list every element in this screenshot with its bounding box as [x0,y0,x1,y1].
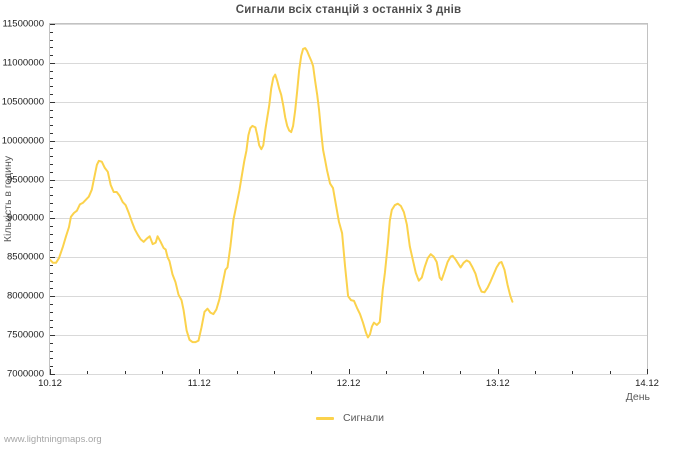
minor-tick-y [50,343,53,344]
minor-tick-y [50,71,53,72]
minor-tick-y [50,211,53,212]
major-tick-x [50,369,51,374]
y-tick-label-8500000: 8500000 [7,251,44,263]
y-axis-title: Кількість в годину [2,155,14,243]
minor-tick-y [50,78,53,79]
minor-tick-y [50,327,53,328]
minor-tick-y [50,250,53,251]
minor-tick-y [50,94,53,95]
minor-tick-y [50,265,53,266]
minor-tick-y [50,172,53,173]
y-tick-label-8000000: 8000000 [7,290,44,302]
gridline-y-7000000 [50,374,647,375]
minor-tick-x [87,371,88,374]
y-tick-label-10500000: 10500000 [1,96,44,108]
minor-tick-y [50,40,53,41]
major-tick-x [199,369,200,374]
minor-tick-y [50,281,53,282]
minor-tick-y [50,312,53,313]
minor-tick-y [50,234,53,235]
watermark-link[interactable]: www.lightningmaps.org [4,434,102,445]
major-tick-y [50,102,55,103]
minor-tick-y [50,273,53,274]
minor-tick-y [50,358,53,359]
major-tick-y [50,180,55,181]
minor-tick-y [50,55,53,56]
y-tick-label-11500000: 11500000 [2,18,44,30]
major-tick-y [50,296,55,297]
minor-tick-x [535,371,536,374]
minor-tick-y [50,47,53,48]
minor-tick-y [50,187,53,188]
minor-tick-x [610,371,611,374]
legend-label: Сигнали [343,412,384,424]
minor-tick-y [50,156,53,157]
minor-tick-y [50,366,53,367]
y-tick-label-11000000: 11000000 [2,57,44,69]
minor-tick-y [50,117,53,118]
y-tick-label-7000000: 7000000 [7,368,44,380]
y-tick-label-10000000: 10000000 [1,135,44,147]
major-tick-y [50,63,55,64]
minor-tick-y [50,125,53,126]
minor-tick-y [50,148,53,149]
major-tick-x [647,369,648,374]
minor-tick-x [162,371,163,374]
signals-polyline [50,47,514,344]
x-tick-label-14.12: 14.12 [635,378,659,389]
gridline-y-11000000 [50,63,647,64]
gridline-y-10000000 [50,141,647,142]
minor-tick-y [50,288,53,289]
minor-tick-x [125,371,126,374]
major-tick-y [50,335,55,336]
minor-tick-y [50,226,53,227]
major-tick-y [50,24,55,25]
minor-tick-y [50,86,53,87]
minor-tick-x [237,371,238,374]
x-axis-title: День [625,391,650,403]
minor-tick-y [50,32,53,33]
chart-title: Сигнали всіх станцій з останніх 3 днів [235,4,462,16]
minor-tick-y [50,203,53,204]
minor-tick-y [50,242,53,243]
minor-tick-x [460,371,461,374]
minor-tick-x [386,371,387,374]
gridline-y-9000000 [50,218,647,219]
gridline-y-8500000 [50,257,647,258]
y-tick-label-9500000: 9500000 [7,174,44,186]
major-tick-y [50,257,55,258]
y-tick-label-7500000: 7500000 [7,329,44,341]
major-tick-x [498,369,499,374]
legend-line-swatch [316,416,335,420]
minor-tick-y [50,195,53,196]
x-tick-label-10.12: 10.12 [38,378,62,389]
x-tick-label-11.12: 11.12 [187,378,211,389]
minor-tick-x [311,371,312,374]
minor-tick-x [423,371,424,374]
minor-tick-y [50,164,53,165]
gridline-y-7500000 [50,335,647,336]
minor-tick-y [50,110,53,111]
minor-tick-y [50,320,53,321]
major-tick-x [349,369,350,374]
y-tick-label-9000000: 9000000 [7,212,44,224]
gridline-y-11500000 [50,24,647,25]
major-tick-y [50,141,55,142]
major-tick-y [50,374,55,375]
x-tick-label-12.12: 12.12 [336,378,361,389]
minor-tick-x [274,371,275,374]
signals-line-series [50,47,514,344]
minor-tick-y [50,133,53,134]
minor-tick-y [50,351,53,352]
minor-tick-x [572,371,573,374]
legend: Сигнали [0,410,700,426]
plot-area [49,23,648,375]
major-tick-y [50,218,55,219]
minor-tick-y [50,304,53,305]
gridline-y-9500000 [50,180,647,181]
x-tick-label-13.12: 13.12 [485,378,510,389]
gridline-y-10500000 [50,102,647,103]
